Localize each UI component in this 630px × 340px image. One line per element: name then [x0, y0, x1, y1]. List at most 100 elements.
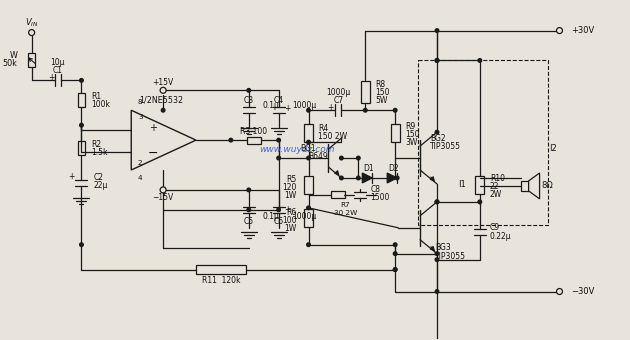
Bar [475, 176, 484, 194]
Circle shape [340, 176, 343, 180]
Bar [78, 93, 85, 107]
Bar [304, 176, 313, 194]
Circle shape [160, 87, 166, 93]
Text: R5: R5 [286, 175, 297, 185]
Text: D1: D1 [363, 164, 374, 172]
Text: +: + [68, 172, 75, 182]
Text: www.wuydz.com: www.wuydz.com [259, 145, 335, 154]
Text: C2: C2 [93, 173, 103, 183]
Circle shape [247, 208, 251, 211]
Text: R7: R7 [341, 202, 350, 208]
Circle shape [357, 156, 360, 160]
Circle shape [277, 138, 280, 142]
Circle shape [307, 156, 311, 160]
Circle shape [307, 140, 311, 144]
Circle shape [435, 59, 438, 62]
Circle shape [160, 187, 166, 193]
Circle shape [79, 79, 83, 82]
Polygon shape [529, 173, 539, 199]
Text: 150: 150 [405, 130, 420, 139]
Text: C8: C8 [370, 185, 381, 194]
Text: 100: 100 [282, 216, 297, 225]
Text: BG2: BG2 [430, 134, 445, 143]
Circle shape [393, 108, 397, 112]
Circle shape [79, 243, 83, 246]
Bar [304, 124, 313, 142]
Circle shape [393, 268, 397, 271]
Text: 22μ: 22μ [93, 182, 108, 190]
Text: 3W: 3W [405, 138, 418, 147]
Text: −30V: −30V [571, 287, 595, 296]
Text: 1W: 1W [284, 224, 297, 233]
Text: TIP3055: TIP3055 [435, 252, 466, 261]
Text: 10μ: 10μ [50, 58, 65, 67]
Text: C3: C3 [244, 96, 254, 105]
Text: 5W: 5W [375, 96, 387, 105]
Text: R11  120k: R11 120k [202, 276, 240, 285]
Text: +: + [49, 73, 55, 82]
Circle shape [435, 59, 438, 62]
Circle shape [340, 156, 343, 160]
Circle shape [435, 29, 438, 32]
Bar [331, 191, 345, 198]
Text: I1: I1 [458, 181, 466, 189]
Circle shape [307, 108, 311, 112]
Circle shape [277, 156, 280, 160]
Circle shape [277, 208, 280, 211]
Circle shape [364, 108, 367, 112]
Circle shape [247, 88, 251, 92]
Text: 1.5k: 1.5k [91, 148, 108, 157]
Text: R9: R9 [405, 122, 415, 131]
Text: BG3: BG3 [435, 243, 450, 252]
Text: 1500: 1500 [370, 193, 389, 202]
Text: R8: R8 [375, 80, 386, 89]
Text: 100k: 100k [91, 100, 110, 109]
Bar [304, 209, 313, 227]
Circle shape [435, 252, 438, 255]
Circle shape [478, 200, 481, 204]
Circle shape [29, 30, 35, 36]
Text: 1000μ: 1000μ [292, 101, 317, 110]
Text: 0.1μ: 0.1μ [263, 212, 280, 221]
Text: C5: C5 [244, 217, 254, 226]
Text: R1: R1 [91, 92, 101, 101]
Text: 150: 150 [375, 88, 390, 97]
Circle shape [393, 243, 397, 246]
Text: C9: C9 [490, 223, 500, 232]
Circle shape [247, 188, 251, 192]
Text: 30 2W: 30 2W [334, 210, 357, 216]
Circle shape [229, 138, 232, 142]
Text: 8Ω: 8Ω [542, 182, 553, 190]
Text: R3 100: R3 100 [240, 127, 267, 136]
Text: +30V: +30V [571, 26, 595, 35]
Text: R10: R10 [490, 174, 505, 184]
Text: 50k: 50k [3, 59, 18, 68]
Text: W: W [10, 51, 18, 60]
Bar [78, 141, 85, 155]
Text: C4: C4 [273, 96, 284, 105]
Text: 4: 4 [138, 175, 142, 181]
Text: TIP3055: TIP3055 [430, 141, 461, 151]
Circle shape [435, 130, 438, 134]
Text: +: + [327, 103, 334, 112]
Text: D2: D2 [388, 164, 399, 172]
Text: +: + [285, 205, 291, 214]
Bar [361, 81, 370, 103]
Text: 8: 8 [138, 99, 142, 105]
Bar [28, 53, 35, 67]
Text: 2W: 2W [490, 190, 502, 199]
Circle shape [478, 59, 481, 62]
Text: −: − [148, 147, 158, 159]
Bar [418, 61, 547, 225]
Circle shape [435, 200, 438, 204]
Bar [196, 265, 246, 274]
Text: −15V: −15V [152, 193, 174, 202]
Text: 1000μ: 1000μ [326, 88, 350, 97]
Circle shape [435, 200, 438, 204]
Text: BG1: BG1 [301, 143, 316, 153]
Circle shape [393, 252, 397, 255]
Text: I2: I2 [549, 143, 558, 153]
Circle shape [435, 258, 438, 261]
Polygon shape [131, 110, 196, 170]
Text: 2: 2 [138, 160, 142, 166]
